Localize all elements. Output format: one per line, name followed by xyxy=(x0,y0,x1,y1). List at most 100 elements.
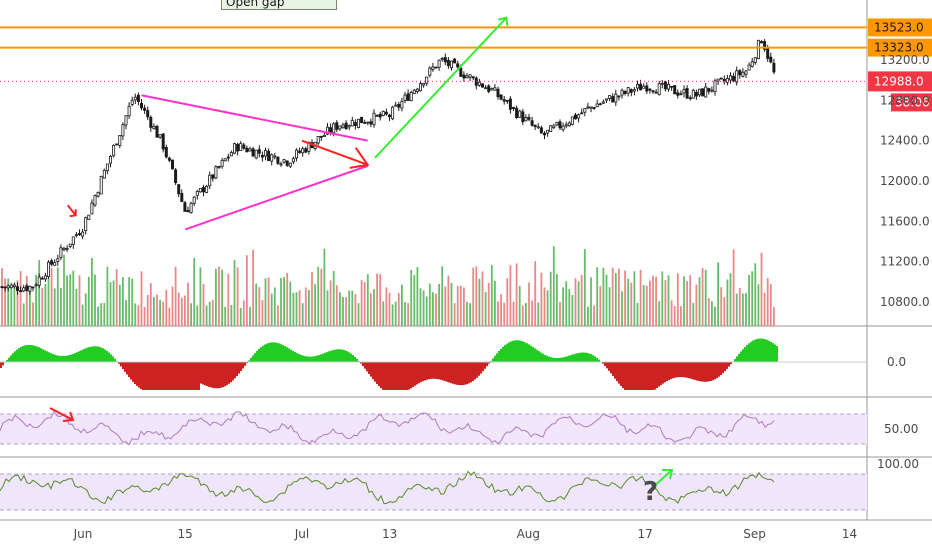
volume-bar xyxy=(205,305,208,326)
macd-bar-negative xyxy=(650,362,652,390)
macd-bar-positive xyxy=(772,343,774,362)
macd-bar-negative xyxy=(692,362,694,380)
macd-bar-negative xyxy=(188,362,190,390)
macd-bar-positive xyxy=(38,347,40,362)
macd-bar-positive xyxy=(762,338,764,362)
volume-bar xyxy=(103,303,106,326)
macd-bar-negative xyxy=(136,362,138,386)
macd-bar-negative xyxy=(442,362,444,381)
volume-bar xyxy=(531,300,533,326)
candle-body xyxy=(236,143,240,152)
volume-bar xyxy=(13,284,16,326)
candle-body xyxy=(530,120,534,126)
candle-body xyxy=(502,99,506,102)
macd-bar-negative xyxy=(418,362,420,384)
candle-body xyxy=(78,233,82,236)
volume-bar xyxy=(754,263,757,326)
macd-bar-positive xyxy=(270,342,272,362)
small-down-arrow xyxy=(66,204,77,218)
volume-bar xyxy=(537,302,540,326)
candle-body xyxy=(626,87,630,94)
volume-bar xyxy=(738,287,741,326)
candle-body xyxy=(487,85,491,92)
candle-body xyxy=(546,129,550,134)
volume-bar xyxy=(521,305,524,326)
macd-bar-negative xyxy=(678,362,680,378)
macd-bar-negative xyxy=(122,362,124,370)
macd-bar-positive xyxy=(530,345,532,362)
macd-bar-positive xyxy=(766,339,768,362)
volume-bar xyxy=(611,267,614,326)
volume-bar xyxy=(645,285,648,326)
candle-body xyxy=(174,169,178,184)
macd-bar-positive xyxy=(496,353,498,362)
candle-body xyxy=(25,285,29,291)
volume-bar xyxy=(745,292,747,326)
macd-bar-negative xyxy=(714,362,716,380)
macd-bar-positive xyxy=(764,339,766,362)
volume-bar xyxy=(459,285,462,326)
candle-body xyxy=(239,143,243,152)
candle-body xyxy=(750,61,754,67)
price-tick-label: 12400.0 xyxy=(880,134,930,148)
macd-bar-positive xyxy=(6,360,8,362)
macd-bar-negative xyxy=(434,362,436,379)
candle-body xyxy=(332,123,336,134)
candle-body xyxy=(766,47,770,59)
volume-bar xyxy=(7,278,10,326)
macd-bar-positive xyxy=(92,346,94,362)
price-tick-label: 10800.0 xyxy=(880,295,930,309)
candle-body xyxy=(636,83,640,89)
volume-bar xyxy=(630,282,633,326)
candle-body xyxy=(772,62,776,73)
macd-bar-positive xyxy=(508,342,510,362)
volume-bar xyxy=(159,299,161,326)
candle-body xyxy=(543,132,547,136)
volume-bar xyxy=(720,287,723,326)
candle-body xyxy=(378,113,382,118)
candle-body xyxy=(263,150,267,157)
volume-bar xyxy=(422,290,425,326)
macd-bar-negative xyxy=(232,362,234,381)
candle-body xyxy=(673,85,677,95)
candle-body xyxy=(738,70,742,76)
macd-bar-negative xyxy=(700,362,702,382)
macd-bar-positive xyxy=(282,345,284,362)
candle-body xyxy=(294,149,298,159)
macd-bar-positive xyxy=(62,356,64,362)
macd-bar-positive xyxy=(114,358,116,362)
macd-bar-positive xyxy=(310,356,312,362)
volume-bar xyxy=(618,268,620,326)
volume-bar xyxy=(509,265,512,326)
volume-bar xyxy=(38,260,41,326)
open-gap-annotation[interactable]: Open gap xyxy=(221,0,337,10)
volume-bar xyxy=(549,271,552,326)
macd-bar-positive xyxy=(756,338,758,362)
candle-body xyxy=(37,276,41,286)
macd-bar-positive xyxy=(504,345,506,362)
macd-bar-negative xyxy=(630,362,632,390)
volume-bar xyxy=(568,289,571,326)
macd-bar-positive xyxy=(752,340,754,362)
macd-bar-negative xyxy=(390,362,392,390)
candle-body xyxy=(425,76,429,84)
candle-body xyxy=(189,202,193,214)
candle-body xyxy=(71,236,75,245)
candle-body xyxy=(459,67,463,77)
candle-body xyxy=(645,85,649,92)
macd-bar-positive xyxy=(316,355,318,362)
candle-body xyxy=(595,103,599,108)
candle-body xyxy=(273,155,277,158)
volume-bar xyxy=(587,306,589,326)
candle-body xyxy=(93,195,97,206)
volume-bar xyxy=(134,303,137,326)
macd-bar-positive xyxy=(572,354,574,362)
candle-body xyxy=(47,261,51,278)
macd-bar-positive xyxy=(34,345,36,362)
volume-bar xyxy=(261,300,264,326)
macd-bar-negative xyxy=(488,362,490,364)
candle-body xyxy=(22,287,26,292)
volume-bar xyxy=(525,303,527,326)
candle-body xyxy=(183,202,187,212)
